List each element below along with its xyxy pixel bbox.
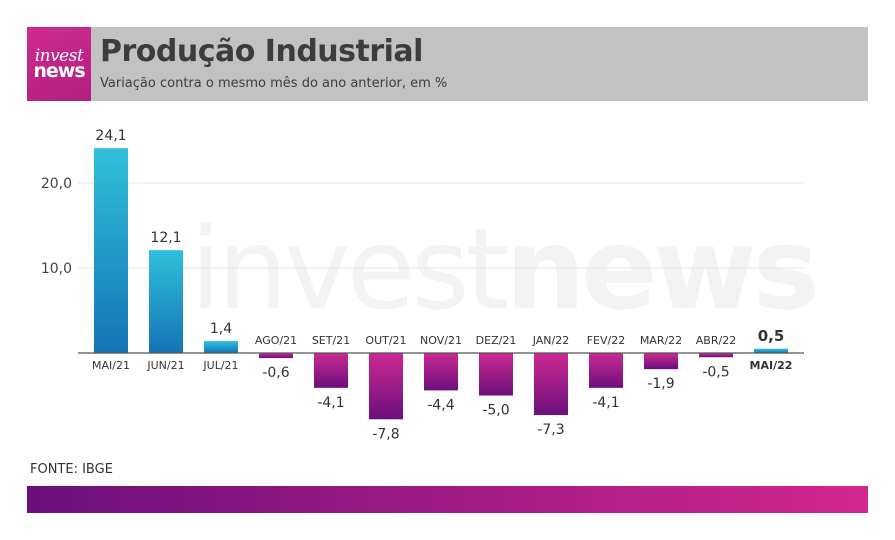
data-label: -4,4 <box>427 397 454 413</box>
category-label: JAN/22 <box>532 334 570 347</box>
category-label: MAR/22 <box>640 334 682 347</box>
category-label: MAI/21 <box>92 359 130 372</box>
bar <box>534 353 568 416</box>
data-label: -0,5 <box>702 364 729 380</box>
bar <box>424 353 458 391</box>
bar <box>699 353 733 358</box>
y-tick-label: 10,0 <box>41 261 72 277</box>
data-label: 1,4 <box>210 321 232 337</box>
y-tick-label: 20,0 <box>41 176 72 192</box>
bar <box>94 148 128 353</box>
data-label: -4,1 <box>317 395 344 411</box>
category-label: ABR/22 <box>696 334 736 347</box>
brand-watermark: investnews <box>190 205 820 335</box>
bar <box>754 348 788 353</box>
category-label: JUL/21 <box>202 359 238 372</box>
category-label: DEZ/21 <box>476 334 517 347</box>
data-label: -4,1 <box>592 395 619 411</box>
category-label: OUT/21 <box>365 334 406 347</box>
bar <box>589 353 623 388</box>
data-label: 24,1 <box>95 128 126 144</box>
data-label: 0,5 <box>758 327 785 345</box>
data-label: 12,1 <box>150 230 181 246</box>
bar <box>204 341 238 353</box>
chart-title: Produção Industrial <box>100 34 423 69</box>
brand-logo: invest news <box>27 27 91 101</box>
data-label: -7,3 <box>537 422 564 438</box>
bar <box>644 353 678 370</box>
bar <box>479 353 513 396</box>
bar <box>314 353 348 388</box>
footer-bar <box>27 486 868 513</box>
source-note: FONTE: IBGE <box>30 462 113 477</box>
watermark-part1: invest <box>190 205 510 335</box>
category-label: FEV/22 <box>587 334 626 347</box>
category-label: AGO/21 <box>255 334 297 347</box>
category-label: MAI/22 <box>750 359 793 372</box>
chart-subtitle: Variação contra o mesmo mês do ano anter… <box>100 76 448 91</box>
category-label: JUN/21 <box>146 359 184 372</box>
data-label: -7,8 <box>372 426 399 442</box>
bar <box>149 250 183 353</box>
logo-text-top: invest <box>34 45 84 66</box>
category-label: NOV/21 <box>420 334 462 347</box>
data-label: -5,0 <box>482 403 509 419</box>
watermark-part2: news <box>505 205 820 335</box>
category-label: SET/21 <box>312 334 350 347</box>
data-label: -0,6 <box>262 365 289 381</box>
data-label: -1,9 <box>647 376 674 392</box>
chart-header: invest news Produção Industrial Variação… <box>27 27 868 101</box>
logo-text-bottom: news <box>33 60 85 83</box>
bar <box>369 353 403 420</box>
bar <box>259 353 293 359</box>
